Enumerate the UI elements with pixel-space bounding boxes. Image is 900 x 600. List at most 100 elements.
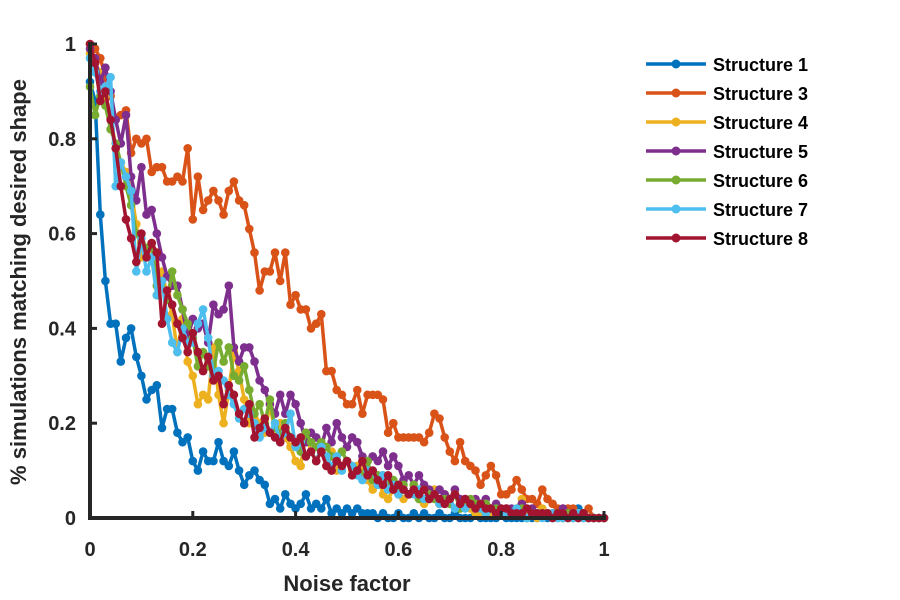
- data-point: [188, 328, 198, 338]
- data-point: [291, 399, 300, 409]
- data-point: [275, 504, 285, 513]
- data-point: [188, 215, 198, 224]
- data-point: [270, 248, 280, 257]
- data-point: [142, 267, 151, 276]
- data-point: [209, 456, 218, 466]
- data-point: [219, 399, 228, 409]
- data-point: [239, 480, 249, 490]
- data-point: [306, 447, 316, 456]
- data-point: [317, 504, 326, 513]
- data-point: [250, 357, 259, 366]
- data-point: [389, 418, 398, 428]
- data-point: [301, 305, 311, 314]
- data-point: [173, 319, 182, 329]
- data-point: [224, 461, 234, 471]
- legend-item: Structure 3: [646, 84, 808, 104]
- data-point: [296, 461, 306, 471]
- data-point: [167, 300, 177, 310]
- legend-label: Structure 3: [713, 84, 808, 104]
- series-7: [85, 39, 609, 523]
- data-point: [178, 177, 187, 186]
- data-point: [209, 300, 218, 310]
- data-point: [383, 461, 393, 471]
- data-point: [224, 281, 234, 291]
- y-tick-label: 1: [65, 34, 76, 56]
- data-point: [101, 87, 110, 96]
- data-point: [332, 418, 342, 428]
- legend-item: Structure 4: [646, 113, 808, 133]
- data-point: [188, 456, 198, 466]
- data-point: [203, 333, 213, 343]
- data-point: [322, 494, 331, 504]
- legend-label: Structure 4: [713, 113, 808, 133]
- data-point: [296, 433, 306, 442]
- x-tick-label: 0.8: [487, 539, 515, 561]
- data-point: [517, 485, 527, 494]
- data-point: [152, 248, 162, 257]
- legend-item: Structure 7: [646, 200, 808, 220]
- data-point: [183, 144, 192, 153]
- data-point: [142, 134, 151, 144]
- data-point: [239, 362, 249, 371]
- x-tick-label: 0.6: [384, 539, 412, 561]
- data-point: [265, 267, 275, 276]
- data-point: [358, 456, 367, 466]
- data-point: [229, 177, 239, 186]
- data-point: [198, 305, 208, 314]
- data-point: [219, 357, 228, 366]
- y-tick-label: 0: [65, 508, 76, 530]
- legend-swatch-marker: [671, 204, 681, 214]
- data-point: [342, 456, 352, 466]
- data-point: [239, 418, 249, 428]
- data-point: [250, 433, 259, 442]
- data-point: [188, 371, 198, 381]
- data-point: [435, 414, 444, 423]
- data-point: [419, 485, 429, 494]
- x-tick-label: 0: [84, 539, 95, 561]
- data-point: [121, 333, 131, 343]
- data-point: [450, 490, 460, 499]
- x-tick-label: 0.4: [282, 539, 311, 561]
- data-point: [255, 423, 264, 433]
- y-axis-label: % simulations matching desired shape: [6, 79, 31, 485]
- data-point: [203, 352, 213, 362]
- data-point: [311, 456, 321, 466]
- data-point: [121, 172, 131, 181]
- legend-swatch-marker: [671, 117, 681, 127]
- data-point: [193, 319, 203, 329]
- data-point: [116, 357, 126, 366]
- data-point: [245, 343, 254, 352]
- data-point: [239, 200, 249, 210]
- data-point: [404, 471, 414, 480]
- data-point: [193, 399, 203, 409]
- data-point: [137, 229, 146, 238]
- legend-item: Structure 5: [646, 142, 808, 162]
- data-point: [378, 395, 388, 404]
- data-point: [275, 390, 285, 400]
- data-point: [286, 390, 295, 400]
- data-point: [327, 466, 336, 475]
- data-point: [173, 428, 182, 438]
- data-point: [157, 423, 167, 433]
- data-point: [178, 333, 187, 343]
- data-point: [132, 267, 141, 276]
- data-point: [311, 319, 321, 329]
- data-point: [250, 248, 259, 257]
- data-point: [224, 343, 234, 352]
- y-tick-label: 0.6: [48, 224, 76, 246]
- data-point: [275, 276, 285, 286]
- data-point: [121, 215, 131, 224]
- data-point: [476, 480, 485, 490]
- data-point: [481, 471, 491, 480]
- data-point: [167, 338, 177, 347]
- legend-label: Structure 6: [713, 171, 808, 191]
- data-point: [471, 466, 480, 475]
- data-point: [255, 399, 264, 409]
- data-point: [296, 418, 306, 428]
- data-point: [152, 381, 162, 390]
- data-point: [383, 494, 393, 504]
- data-point: [322, 423, 331, 433]
- data-point: [183, 433, 192, 442]
- data-point: [260, 414, 270, 423]
